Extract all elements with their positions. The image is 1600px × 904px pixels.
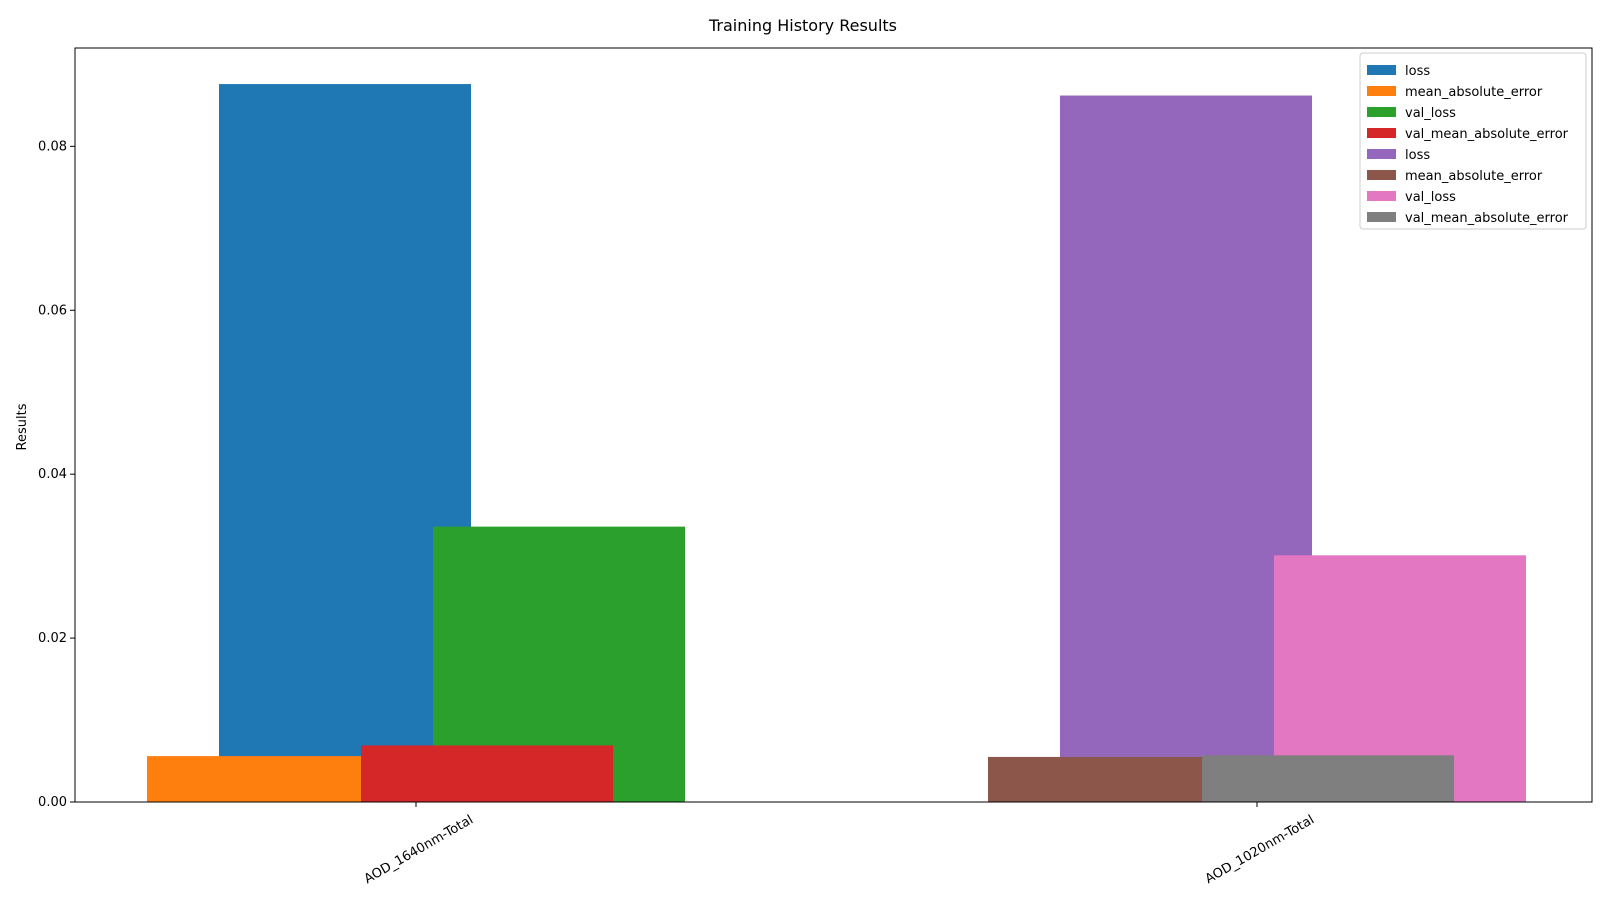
bar-val-mean-absolute-error-1020nm	[1202, 755, 1454, 802]
legend: loss mean_absolute_error val_loss val_mean_…	[1359, 52, 1587, 230]
bar-loss-1640nm	[219, 84, 471, 803]
bar-mean-absolute-error-1020nm	[988, 756, 1240, 802]
legend-swatch	[1367, 212, 1396, 222]
legend-swatch	[1367, 107, 1396, 117]
legend-label: val_mean_absolute_error	[1405, 211, 1569, 226]
bars-layer	[147, 84, 1526, 803]
bar-loss-1020nm	[1060, 95, 1312, 802]
legend-swatch	[1367, 86, 1396, 96]
legend-swatch	[1367, 128, 1396, 138]
legend-label: val_loss	[1405, 190, 1456, 205]
plot-frame	[74, 47, 1593, 803]
x-tick-label: AOD_1640nm-Total	[362, 812, 476, 887]
bar-mean-absolute-error-1640nm	[147, 756, 399, 802]
legend-swatch	[1367, 65, 1396, 75]
legend-label: mean_absolute_error	[1405, 169, 1543, 184]
legend-box	[1359, 52, 1587, 230]
y-tick-label: 0.00	[38, 795, 67, 810]
y-tick-label: 0.06	[38, 303, 67, 318]
legend-label: val_loss	[1405, 106, 1456, 121]
y-tick-label: 0.08	[38, 139, 67, 154]
legend-label: val_mean_absolute_error	[1405, 127, 1569, 142]
y-tick-label: 0.02	[38, 631, 67, 646]
legend-label: loss	[1405, 64, 1430, 79]
bar-val-mean-absolute-error-1640nm	[361, 745, 613, 802]
y-tick-label: 0.04	[38, 467, 67, 482]
chart-title: Training History Results	[708, 16, 897, 35]
legend-swatch	[1367, 170, 1396, 180]
x-tick-label: AOD_1020nm-Total	[1203, 812, 1317, 887]
legend-label: mean_absolute_error	[1405, 85, 1543, 100]
legend-label: loss	[1405, 148, 1430, 163]
legend-swatch	[1367, 191, 1396, 201]
legend-swatch	[1367, 149, 1396, 159]
y-axis-label: Results	[15, 403, 30, 450]
